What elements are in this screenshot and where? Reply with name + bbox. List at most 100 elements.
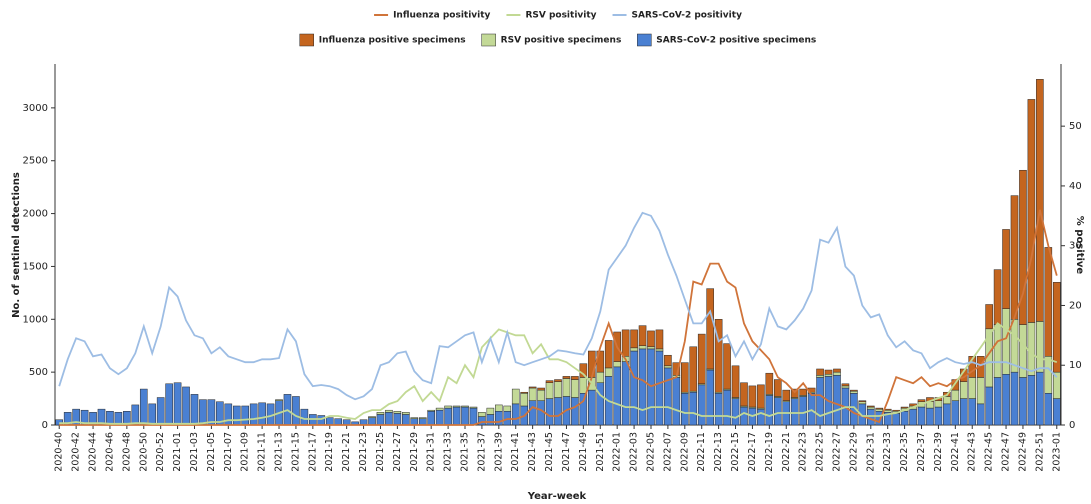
bar (630, 347, 638, 352)
x-tick-label: 2020-48 (121, 432, 132, 472)
bar (1019, 169, 1027, 325)
x-tick-label: 2021-23 (358, 432, 369, 472)
bar (723, 389, 731, 426)
bar (469, 407, 478, 426)
legend-label: RSV positivity (525, 11, 596, 21)
legend-symbol (299, 33, 314, 47)
bar (740, 406, 748, 426)
bar (1027, 322, 1036, 376)
bar (875, 407, 884, 410)
bar (1036, 79, 1044, 322)
bar (325, 417, 334, 426)
bar (1027, 375, 1036, 426)
x-tick-label: 2022-33 (882, 432, 893, 472)
bar (816, 368, 824, 376)
bar (435, 407, 444, 411)
y2-tick-label: 30 (1069, 241, 1082, 252)
x-tick-label: 2020-52 (155, 432, 166, 472)
x-tick-label: 2021-29 (409, 432, 420, 472)
bar (478, 412, 486, 417)
bar (638, 348, 647, 426)
bar (1010, 371, 1019, 426)
bar (520, 391, 528, 394)
bar (621, 361, 630, 426)
x-tick-label: 2022-29 (848, 432, 859, 472)
bar (452, 405, 461, 408)
bar (866, 406, 875, 410)
bar (664, 354, 672, 367)
y2-axis-title: % positive (1074, 216, 1085, 275)
legend-label: SARS-CoV-2 positivity (632, 11, 743, 21)
y-tick-label: 2000 (23, 209, 48, 220)
bar (968, 356, 977, 378)
y-tick-label: 0 (42, 420, 48, 431)
bar (866, 408, 875, 426)
bar (917, 399, 926, 402)
bar (748, 385, 757, 408)
bar (892, 413, 900, 426)
bar (951, 400, 960, 426)
bar (224, 403, 233, 426)
bar (571, 379, 579, 398)
bar (816, 377, 824, 426)
bar (427, 409, 435, 412)
y2-tick-label: 40 (1069, 181, 1082, 192)
bar (959, 398, 968, 426)
bar (900, 411, 909, 426)
bar (892, 409, 900, 412)
x-tick-label: 2022-13 (713, 432, 724, 472)
bar (368, 417, 376, 426)
bar (545, 380, 554, 383)
bar (976, 377, 985, 405)
bar (393, 411, 402, 414)
bar (943, 396, 951, 405)
bar (596, 382, 605, 426)
bar (334, 418, 343, 426)
bar (1019, 377, 1027, 426)
bar (554, 379, 562, 382)
bar (689, 391, 698, 426)
x-axis-title: Year-week (527, 491, 587, 502)
bar (402, 412, 410, 415)
bar (1036, 371, 1044, 426)
bar (824, 369, 833, 375)
bar (1002, 374, 1010, 426)
bar (883, 409, 892, 413)
bar (588, 389, 596, 426)
bar (418, 418, 427, 426)
x-tick-label: 2021-47 (561, 432, 572, 472)
bar (638, 345, 647, 350)
y2-tick-label: 0 (1069, 420, 1075, 431)
bar (689, 346, 698, 392)
x-tick-label: 2021-07 (223, 432, 234, 472)
bar (926, 407, 934, 426)
bar (427, 411, 435, 426)
bar (985, 304, 993, 330)
bar (833, 371, 841, 376)
bar (300, 408, 309, 426)
x-tick-label: 2022-35 (899, 432, 910, 472)
bar (554, 397, 562, 426)
bar (782, 389, 791, 401)
x-tick-label: 2021-27 (392, 432, 403, 472)
x-tick-label: 2022-31 (865, 432, 876, 472)
line (59, 209, 1058, 426)
bar (511, 388, 520, 405)
x-tick-label: 2022-11 (696, 432, 707, 472)
bar (917, 406, 926, 426)
bar (647, 346, 655, 350)
bar (1044, 393, 1053, 426)
x-tick-label: 2021-43 (527, 432, 538, 472)
bar (799, 388, 807, 396)
bar (393, 413, 402, 426)
bar (875, 408, 884, 412)
bar (976, 403, 985, 426)
bar (655, 348, 664, 352)
bar (959, 381, 968, 399)
bar (968, 377, 977, 399)
bar (317, 415, 326, 426)
bar (258, 402, 266, 426)
x-tick-label: 2022-17 (747, 432, 758, 472)
